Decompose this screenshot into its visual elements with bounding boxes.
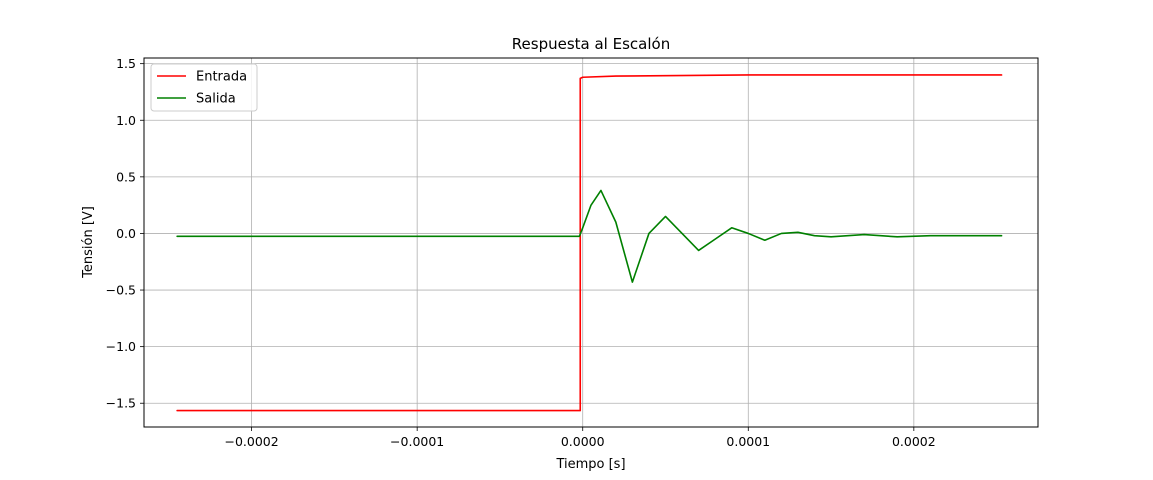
- legend-label-salida: Salida: [196, 92, 236, 107]
- x-tick-label: 0.0000: [561, 434, 605, 449]
- series-line-entrada: [176, 74, 1003, 412]
- y-tick-label: 1.0: [116, 113, 136, 128]
- x-tick-label: −0.0002: [225, 434, 279, 449]
- y-axis-label: Tensión [V]: [81, 206, 96, 279]
- y-tick-label: 0.5: [116, 169, 136, 184]
- y-tick-label: 0.0: [116, 226, 136, 241]
- y-tick-label: −0.5: [106, 283, 136, 298]
- legend: Entrada Salida: [150, 63, 258, 112]
- x-tick-label: 0.0001: [726, 434, 770, 449]
- x-tick-label: −0.0001: [390, 434, 444, 449]
- y-tick-label: 1.5: [116, 56, 136, 71]
- x-tick-label: 0.0002: [892, 434, 936, 449]
- series-line-salida: [176, 189, 1003, 283]
- y-tick-label: −1.0: [106, 339, 136, 354]
- grid-lines: [144, 58, 1038, 427]
- chart-title: Respuesta al Escalón: [512, 35, 670, 53]
- y-tick-label: −1.5: [106, 396, 136, 411]
- plot-frame: [143, 57, 1039, 428]
- x-axis-label: Tiempo [s]: [555, 457, 625, 472]
- y-ticks: −1.5 −1.0 −0.5 0.0 0.5 1.0 1.5: [106, 56, 144, 411]
- series-lines: [176, 74, 1003, 412]
- legend-label-entrada: Entrada: [196, 70, 247, 85]
- x-ticks: −0.0002 −0.0001 0.0000 0.0001 0.0002: [225, 427, 936, 449]
